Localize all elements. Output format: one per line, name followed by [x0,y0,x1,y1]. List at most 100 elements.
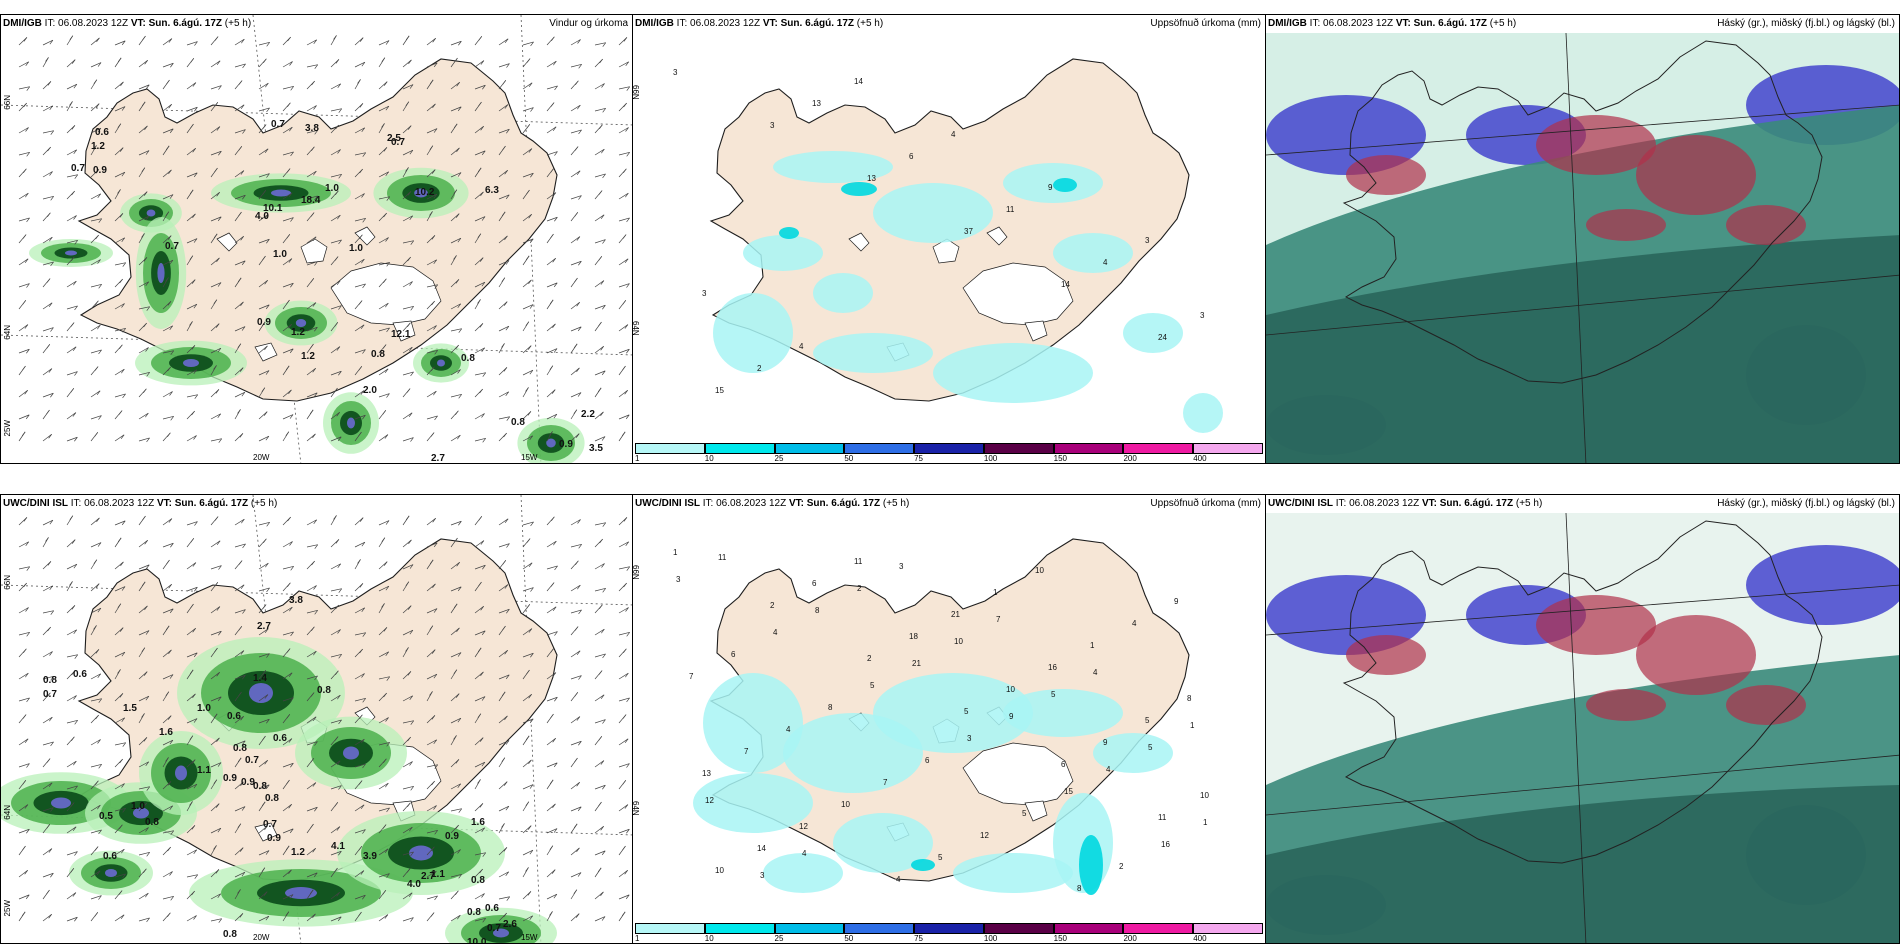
colorbar-tick-label: 10 [704,454,714,463]
wind-barb [474,372,486,376]
wind-barb-flag [381,123,385,128]
wind-barb-flag [549,365,554,370]
wind-barb-flag [360,804,365,810]
wind-barb-flag [95,300,99,306]
wind-barb-flag [433,673,438,679]
wind-barb [210,565,222,570]
wind-barb [378,196,390,200]
wind-barb [42,39,54,46]
wind-barb-flag [191,345,196,350]
precip-value-label: 4.0 [255,211,269,222]
wind-barb-flag [385,717,389,722]
wind-barb [138,851,150,856]
wind-barb [138,347,149,354]
wind-barb [306,650,317,658]
wind-barb-flag [72,346,77,352]
wind-barb-flag [312,302,317,307]
wind-barb-flag [47,146,51,152]
wind-barb-flag [409,695,413,701]
wind-barb [618,763,630,768]
wind-barb [594,653,606,658]
wind-barb [186,172,198,178]
wind-barb-flag [73,215,77,220]
wind-barb-flag [94,846,99,851]
accum-value-label: 3 [967,734,972,743]
wind-barb-flag [145,150,150,155]
wind-barb-flag [141,101,146,107]
wind-barb [258,587,270,592]
wind-barb [402,720,414,724]
wind-barb-flag [621,431,626,437]
wind-barb-flag [506,129,510,134]
wind-barb [282,631,294,636]
wind-barb [426,829,438,834]
wind-barb [234,170,245,178]
wind-barb-flag [405,515,410,521]
wind-barb-flag [385,40,390,45]
wind-barb-flag [431,649,436,654]
wind-barb [498,674,510,680]
wind-barb-flag [405,167,409,172]
wind-barb [474,150,486,156]
model-name: UWC/DINI ISL [3,498,68,509]
precip-area-extreme [493,928,509,938]
accum-value-label: 9 [1103,738,1108,747]
wind-barb [186,82,197,90]
wind-barb-flag [311,626,315,632]
wind-barb-flag [359,583,364,588]
wind-barb-flag [312,236,317,242]
wind-barb-flag [626,697,630,703]
wind-barb [90,390,101,398]
wind-barb-flag [503,301,508,306]
wind-barb-flag [122,262,127,267]
wind-barb [330,411,340,420]
wind-barb [138,630,150,636]
wind-barb-flag [192,693,196,699]
wind-barb-flag [121,171,126,177]
wind-barb [354,829,366,834]
wind-barb-flag [286,234,291,239]
wind-barb-flag [146,917,150,923]
wind-barb [594,370,606,376]
wind-barb-flag [242,675,246,680]
wind-barb-flag [361,673,365,678]
precip-value-label: 0.9 [93,165,107,176]
wind-barb-flag [433,542,438,548]
wind-barb-flag [434,764,439,769]
wind-barb-flag [50,807,54,812]
wind-barb-flag [46,409,50,415]
wind-barb-flag [310,212,315,217]
precip-value-label: 1.5 [123,703,137,714]
wind-barb-flag [285,431,290,436]
wind-barb [330,826,341,834]
wind-barb [306,392,318,398]
wind-barb-flag [598,190,603,195]
wind-barb-flag [165,277,169,282]
wind-barb-flag [194,521,198,526]
wind-barb-flag [237,889,241,894]
wind-barb [426,870,437,878]
wind-barb-flag [336,280,341,286]
wind-barb-flag [382,824,387,829]
wind-barb-flag [189,255,194,260]
wind-barb [162,350,174,354]
wind-barb [114,171,126,178]
wind-barb-flag [431,300,435,306]
wind-barb-flag [481,347,485,353]
accum-value-label: 4 [802,849,807,858]
wind-barb-flag [285,365,290,371]
wind-barb [378,676,390,680]
weather-map: 0.71.20.7 0.90.71.01.01.00.91.21.2 0.82.00… [1,15,632,463]
wind-barb [162,715,172,724]
wind-barb-flag [359,168,363,174]
wind-barb-flag [25,894,30,900]
precip-value-label: 1.1 [431,869,445,880]
wind-barb-flag [312,782,317,787]
wind-barb-flag [362,218,366,223]
precip-value-label: 0.8 [317,685,331,696]
wind-barb-flag [213,713,218,719]
wind-barb-flag [217,827,222,833]
wind-barb-flag [527,891,532,896]
wind-barb [42,195,54,200]
wind-barb [450,717,462,724]
